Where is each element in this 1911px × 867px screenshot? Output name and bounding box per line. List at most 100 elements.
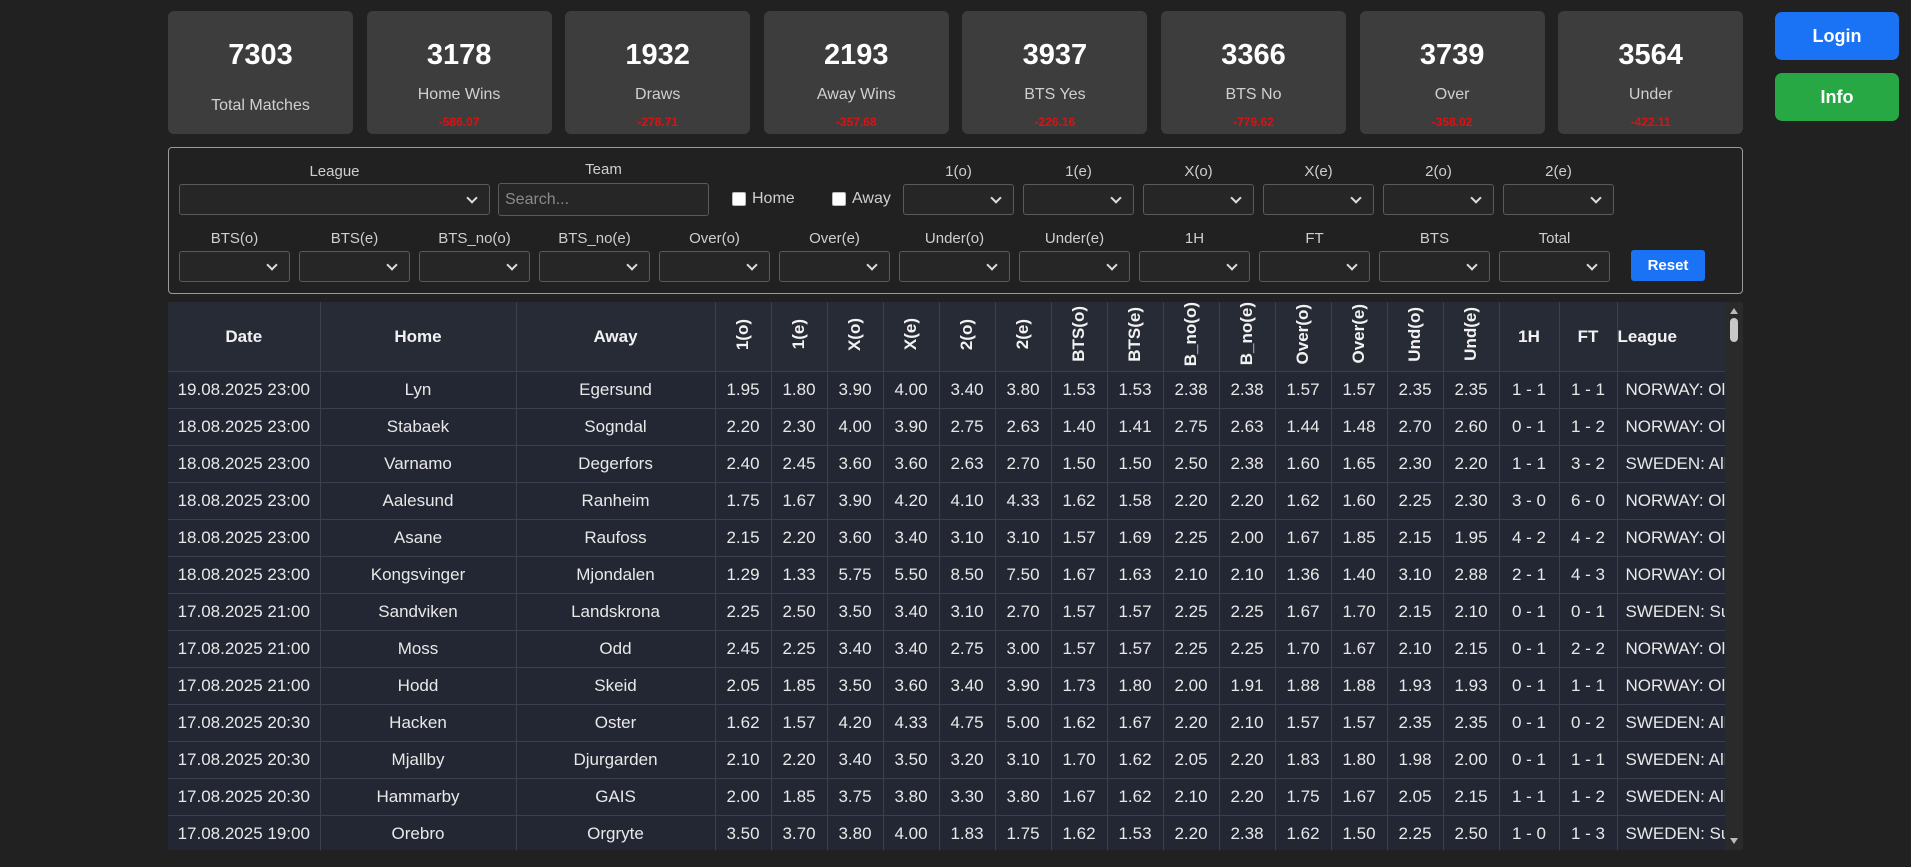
cell: 17.08.2025 20:30 [168,741,321,779]
cell: SWEDEN: All [1617,445,1725,483]
filter-label: BTS_no(o) [438,230,511,247]
match-row[interactable]: 17.08.2025 20:30 Hammarby GAIS 2.00 1.85 3.75… [168,778,1725,816]
cell: 4.00 [883,815,940,850]
cell: 1.67 [1331,630,1388,668]
cell: 2.00 [1443,741,1500,779]
column-header-text: X(e) [901,318,920,351]
column-header[interactable]: Date [168,302,321,372]
login-button[interactable]: Login [1775,12,1899,60]
home-checkbox[interactable]: Home [732,190,795,208]
filter-select[interactable] [299,251,410,282]
column-header[interactable]: X(o) [827,302,884,372]
league-select[interactable] [179,184,490,215]
away-checkbox-label: Away [852,190,891,207]
cell: 4.33 [883,704,940,742]
away-checkbox[interactable]: Away [832,190,891,208]
match-row[interactable]: 18.08.2025 23:00 Aalesund Ranheim 1.75 1.67 3… [168,482,1725,520]
cell: 1.53 [1051,371,1108,409]
match-row[interactable]: 18.08.2025 23:00 Stabaek Sogndal 2.20 2.30 4.… [168,408,1725,446]
cell: 1.69 [1107,519,1164,557]
filter-select[interactable] [539,251,650,282]
cell: 3.40 [883,630,940,668]
column-header[interactable]: 1H [1499,302,1560,372]
cell: 3.10 [1387,556,1444,594]
cell: 1.95 [715,371,772,409]
filter-select[interactable] [1023,184,1134,215]
cell: 0 - 1 [1499,667,1560,705]
cell: 2.45 [715,630,772,668]
filter-select[interactable] [1143,184,1254,215]
cell: 1.67 [1051,778,1108,816]
column-header[interactable]: B_no(o) [1163,302,1220,372]
stat-label: Total Matches [211,97,310,114]
match-row[interactable]: 17.08.2025 20:30 Hacken Oster 1.62 1.57 4.20 4… [168,704,1725,742]
column-header[interactable]: BTS(o) [1051,302,1108,372]
column-header[interactable]: Home [320,302,517,372]
column-header-text: BTS(e) [1125,306,1144,362]
cell: 0 - 1 [1499,408,1560,446]
filter-select[interactable] [1503,184,1614,215]
cell: 4.20 [883,482,940,520]
column-header[interactable]: Away [516,302,716,372]
cell: 2.20 [1219,778,1276,816]
filter-select[interactable] [419,251,530,282]
column-header[interactable]: 2(e) [995,302,1052,372]
cell: 4.75 [939,704,996,742]
column-header[interactable]: X(e) [883,302,940,372]
team-search[interactable]: Search... [498,183,709,216]
filter-select[interactable] [1019,251,1130,282]
stat-delta: -586.07 [438,115,480,129]
cell: 2.00 [1163,667,1220,705]
filter-select[interactable] [903,184,1014,215]
match-row[interactable]: 17.08.2025 19:00 Orebro Orgryte 3.50 3.70 3.8… [168,815,1725,850]
scrollbar[interactable] [1725,302,1743,850]
column-header[interactable]: 2(o) [939,302,996,372]
filter-select[interactable] [1499,251,1610,282]
filter-panel: League Team Search... Home Away Reset 1(… [168,147,1743,294]
filter-select[interactable] [779,251,890,282]
column-header[interactable]: B_no(e) [1219,302,1276,372]
match-row[interactable]: 17.08.2025 21:00 Hodd Skeid 2.05 1.85 3.50 3.6… [168,667,1725,705]
column-header[interactable]: Und(o) [1387,302,1444,372]
cell: 2.63 [995,408,1052,446]
column-header[interactable]: 1(o) [715,302,772,372]
filter-select[interactable] [1139,251,1250,282]
cell: 3.40 [827,630,884,668]
match-row[interactable]: 17.08.2025 20:30 Mjallby Djurgarden 2.10 2.2… [168,741,1725,779]
match-row[interactable]: 17.08.2025 21:00 Sandviken Landskrona 2.25 2… [168,593,1725,631]
cell: 2.20 [1219,741,1276,779]
cell: 3.00 [995,630,1052,668]
match-row[interactable]: 17.08.2025 21:00 Moss Odd 2.45 2.25 3.40 3.40 2… [168,630,1725,668]
column-header[interactable]: Over(o) [1275,302,1332,372]
match-row[interactable]: 19.08.2025 23:00 Lyn Egersund 1.95 1.80 3.90 4… [168,371,1725,409]
info-button[interactable]: Info [1775,73,1899,121]
cell: Orgryte [516,815,716,850]
cell: 2.70 [1387,408,1444,446]
cell: 3.90 [995,667,1052,705]
column-header[interactable]: Und(e) [1443,302,1500,372]
cell: 1.67 [1331,778,1388,816]
filter-select[interactable] [1379,251,1490,282]
column-header[interactable]: 1(e) [771,302,828,372]
column-header[interactable]: FT [1559,302,1618,372]
filter-select[interactable] [899,251,1010,282]
column-header[interactable]: League [1617,302,1725,372]
column-header[interactable]: BTS(e) [1107,302,1164,372]
filter-select[interactable] [1263,184,1374,215]
match-row[interactable]: 18.08.2025 23:00 Asane Raufoss 2.15 2.20 3.60… [168,519,1725,557]
cell: 1.70 [1331,593,1388,631]
cell: 1.70 [1275,630,1332,668]
filter-select[interactable] [179,251,290,282]
filter-select[interactable] [659,251,770,282]
cell: 2.30 [771,408,828,446]
cell: 2.20 [1219,482,1276,520]
column-header-text: 2(o) [957,318,976,350]
match-row[interactable]: 18.08.2025 23:00 Kongsvinger Mjondalen 1.29… [168,556,1725,594]
filter-select[interactable] [1383,184,1494,215]
filter-select[interactable] [1259,251,1370,282]
cell: 1.73 [1051,667,1108,705]
column-header[interactable]: Over(e) [1331,302,1388,372]
reset-button[interactable]: Reset [1631,250,1705,281]
match-row[interactable]: 18.08.2025 23:00 Varnamo Degerfors 2.40 2.45… [168,445,1725,483]
